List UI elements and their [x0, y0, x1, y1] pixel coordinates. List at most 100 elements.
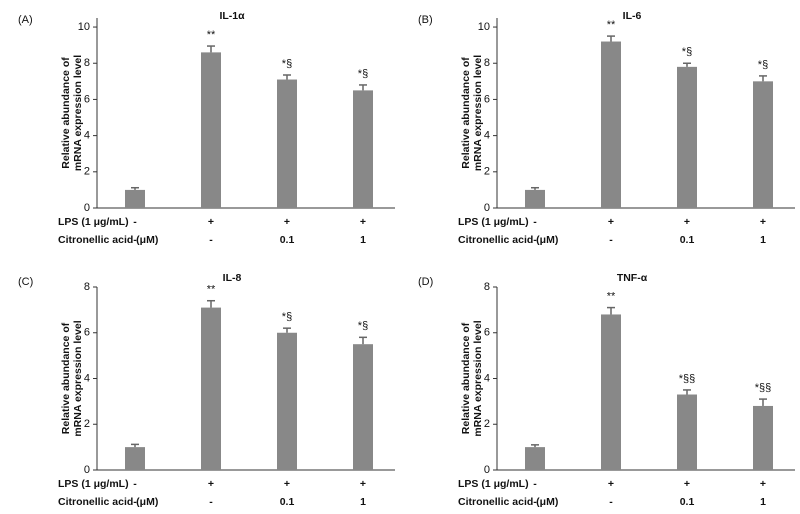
y-tick-label: 10 — [78, 21, 90, 33]
bar — [125, 447, 145, 470]
annotation: *§ — [358, 320, 368, 332]
row-label: Citronellic acid (μM) — [458, 234, 558, 246]
y-tick-label: 6 — [84, 327, 90, 339]
bar — [525, 189, 545, 208]
annotation: *§ — [282, 311, 292, 323]
row-cell: - — [133, 216, 137, 228]
row-label: Citronellic acid (μM) — [458, 496, 558, 508]
y-axis-label: Relative abundance of — [60, 322, 72, 434]
bar — [753, 405, 773, 470]
panel-label: (D) — [418, 276, 433, 288]
bar — [277, 79, 297, 209]
panel-label: (C) — [18, 276, 33, 288]
y-tick-label: 4 — [484, 130, 490, 142]
row-label: LPS (1 μg/mL) — [458, 478, 529, 490]
bar — [525, 447, 545, 470]
row-cell: - — [133, 496, 137, 508]
chart-title: IL-8 — [223, 272, 242, 284]
y-tick-label: 0 — [484, 464, 490, 476]
chart-title: IL-1α — [219, 10, 245, 22]
row-cell: - — [209, 234, 213, 246]
row-cell: + — [284, 478, 290, 490]
row-cell: 1 — [360, 234, 366, 246]
row-cell: 0.1 — [680, 234, 695, 246]
row-cell: - — [533, 234, 537, 246]
row-cell: - — [609, 496, 613, 508]
y-tick-label: 2 — [484, 166, 490, 178]
row-cell: 1 — [760, 496, 766, 508]
annotation: ** — [207, 284, 216, 296]
row-cell: - — [209, 496, 213, 508]
row-cell: 0.1 — [280, 496, 295, 508]
row-cell: - — [533, 478, 537, 490]
y-tick-label: 8 — [484, 57, 490, 69]
row-cell: + — [608, 478, 614, 490]
y-axis-label: mRNA expression level — [72, 55, 84, 171]
row-cell: 1 — [360, 496, 366, 508]
row-cell: + — [684, 478, 690, 490]
y-axis-label: mRNA expression level — [472, 320, 484, 436]
row-cell: + — [284, 216, 290, 228]
y-tick-label: 4 — [84, 372, 90, 384]
y-tick-label: 8 — [84, 57, 90, 69]
row-cell: + — [360, 478, 366, 490]
chart-title: TNF-α — [617, 272, 648, 284]
y-tick-label: 2 — [84, 166, 90, 178]
row-cell: - — [133, 234, 137, 246]
row-cell: 0.1 — [680, 496, 695, 508]
row-cell: - — [533, 216, 537, 228]
row-label: Citronellic acid (μM) — [58, 234, 158, 246]
y-axis-label: mRNA expression level — [72, 320, 84, 436]
bar — [677, 394, 697, 470]
y-tick-label: 8 — [484, 281, 490, 293]
row-cell: - — [609, 234, 613, 246]
row-cell: + — [208, 478, 214, 490]
y-tick-label: 2 — [84, 418, 90, 430]
row-cell: + — [360, 216, 366, 228]
bar — [277, 332, 297, 470]
bar — [601, 41, 621, 209]
annotation: ** — [207, 29, 216, 41]
row-cell: 1 — [760, 234, 766, 246]
annotation: ** — [607, 290, 616, 302]
panel-label: (A) — [18, 14, 33, 26]
y-tick-label: 6 — [84, 93, 90, 105]
y-axis-label: Relative abundance of — [460, 322, 472, 434]
panel-label: (B) — [418, 14, 433, 26]
y-tick-label: 0 — [84, 464, 90, 476]
annotation: *§§ — [755, 382, 772, 394]
row-cell: + — [760, 478, 766, 490]
bar — [753, 81, 773, 208]
annotation: *§§ — [679, 373, 696, 385]
row-cell: - — [133, 478, 137, 490]
bar — [125, 189, 145, 208]
annotation: *§ — [358, 68, 368, 80]
bar — [201, 307, 221, 470]
bar — [353, 90, 373, 208]
y-axis-label: mRNA expression level — [472, 55, 484, 171]
y-tick-label: 0 — [484, 202, 490, 214]
row-label: LPS (1 μg/mL) — [58, 216, 129, 228]
chart-title: IL-6 — [623, 10, 642, 22]
row-label: LPS (1 μg/mL) — [458, 216, 529, 228]
row-cell: + — [608, 216, 614, 228]
row-label: Citronellic acid (μM) — [58, 496, 158, 508]
annotation: *§ — [282, 58, 292, 70]
y-tick-label: 4 — [84, 130, 90, 142]
bar — [677, 66, 697, 208]
annotation: ** — [607, 19, 616, 31]
bar — [353, 344, 373, 470]
bar — [201, 52, 221, 208]
bar — [601, 314, 621, 470]
panel: (C) IL-8 Relative abundance of mRNA express… — [18, 272, 395, 508]
panel: (B) IL-6 Relative abundance of mRNA express… — [418, 10, 795, 246]
y-axis-label: Relative abundance of — [460, 57, 472, 169]
y-axis-label: Relative abundance of — [60, 57, 72, 169]
y-tick-label: 0 — [84, 202, 90, 214]
y-tick-label: 8 — [84, 281, 90, 293]
y-tick-label: 6 — [484, 327, 490, 339]
row-cell: + — [208, 216, 214, 228]
y-tick-label: 4 — [484, 372, 490, 384]
panel: (D) TNF-α Relative abundance of mRNA expres… — [418, 272, 795, 508]
